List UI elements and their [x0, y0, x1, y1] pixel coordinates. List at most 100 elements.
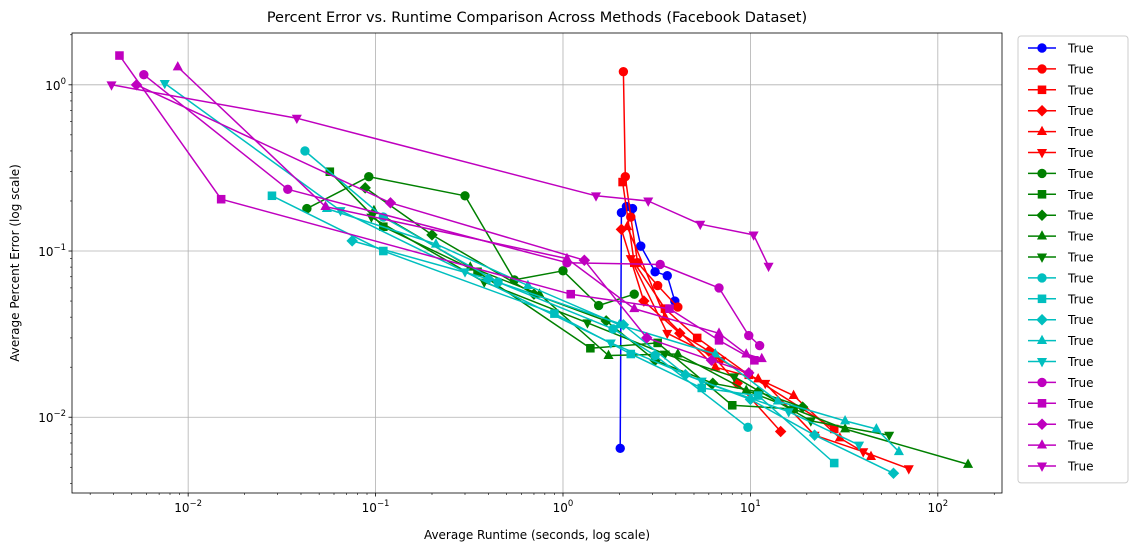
legend-marker [1037, 85, 1047, 95]
data-point [172, 61, 183, 71]
legend-marker [1037, 64, 1047, 74]
legend-entry: True [1028, 439, 1094, 453]
data-point [638, 295, 650, 307]
legend-label: True [1067, 62, 1094, 76]
legend-entry: True [1028, 334, 1094, 348]
data-point [561, 252, 573, 263]
legend-marker [1036, 230, 1048, 240]
data-point [384, 197, 397, 209]
y-axis-label: Average Percent Error (log scale) [8, 164, 22, 362]
legend-label: True [1067, 376, 1094, 390]
data-point [672, 348, 683, 358]
legend-entry: True [1028, 313, 1094, 327]
data-point [106, 81, 117, 91]
legend-label: True [1067, 355, 1094, 369]
series-13 [267, 191, 839, 468]
data-point [893, 445, 904, 456]
data-point [710, 348, 721, 358]
data-point [692, 333, 702, 343]
legend-entry: True [1028, 376, 1094, 390]
data-point [703, 345, 715, 357]
data-point [743, 367, 755, 379]
data-point [522, 279, 533, 289]
data-point [741, 348, 752, 358]
legend-marker [1036, 209, 1048, 221]
data-point [763, 262, 774, 273]
y-tick-label: 10−1 [38, 243, 66, 259]
series-14 [346, 235, 900, 480]
data-point [753, 391, 763, 400]
legend-label: True [1067, 439, 1094, 453]
legend-label: True [1067, 125, 1094, 139]
data-point [582, 319, 593, 329]
data-point [629, 302, 640, 313]
series-11 [366, 213, 895, 442]
legend-label: True [1067, 104, 1094, 118]
data-point [756, 352, 767, 363]
legend-entry: True [1028, 251, 1094, 265]
x-tick-label: 10−2 [174, 499, 202, 515]
series-20 [172, 61, 767, 363]
grid [72, 33, 1002, 493]
data-point [364, 171, 374, 182]
legend-label: True [1067, 83, 1094, 97]
data-point [760, 379, 771, 390]
legend-label: True [1067, 292, 1094, 306]
data-point [626, 349, 636, 359]
series-19 [130, 79, 755, 379]
data-point [754, 340, 765, 351]
data-point [783, 408, 794, 418]
legend-marker [1036, 358, 1048, 368]
data-point [714, 336, 724, 345]
legend-entry: True [1028, 42, 1094, 56]
data-point [744, 330, 754, 341]
legend-entry: True [1028, 167, 1094, 181]
legend-entry: True [1028, 230, 1094, 244]
legend-marker [1037, 190, 1047, 199]
y-tick-label: 100 [45, 77, 66, 93]
data-point [808, 429, 821, 441]
data-point [887, 467, 900, 480]
data-point [616, 208, 627, 218]
series-15 [321, 202, 904, 456]
legend-marker [1037, 43, 1047, 53]
data-point [696, 377, 707, 387]
data-point [743, 422, 753, 432]
data-point [858, 448, 869, 458]
data-point [430, 238, 442, 248]
data-point [772, 395, 783, 405]
legend-label: True [1067, 334, 1094, 348]
series-21 [106, 81, 774, 273]
data-point [674, 327, 686, 340]
legend: True True True True True True True True True True… [1017, 35, 1129, 484]
data-point [603, 349, 614, 359]
legend-marker [1036, 125, 1048, 136]
data-point [300, 146, 310, 156]
series-2 [618, 66, 683, 312]
legend-label: True [1067, 42, 1094, 56]
data-point [115, 51, 124, 60]
data-point [593, 300, 604, 311]
legend-label: True [1067, 230, 1094, 244]
data-point [650, 267, 660, 277]
legend-marker [1036, 334, 1048, 345]
data-point [655, 259, 665, 270]
series-line [622, 71, 679, 308]
data-point [788, 389, 799, 400]
data-point [267, 191, 277, 201]
legend-label: True [1067, 418, 1094, 432]
legend-entry: True [1028, 104, 1094, 118]
x-axis-label: Average Runtime (seconds, log scale) [424, 528, 650, 542]
legend-frame [1017, 35, 1129, 484]
legend-label: True [1067, 251, 1094, 265]
legend-label: True [1067, 167, 1094, 181]
data-point [615, 443, 625, 454]
data-point [139, 70, 149, 80]
data-point [459, 268, 471, 278]
legend-marker [1036, 253, 1048, 263]
x-tick-label: 100 [553, 499, 574, 515]
legend-marker [1036, 439, 1048, 449]
legend-entry: True [1028, 397, 1094, 411]
legend-label: True [1067, 397, 1094, 411]
data-point [662, 329, 673, 340]
